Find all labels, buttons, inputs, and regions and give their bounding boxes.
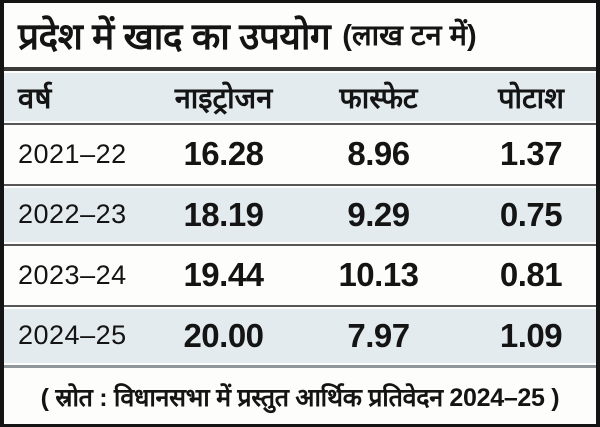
source-footer: ( स्रोत : विधानसभा में प्रस्तुत आर्थिक प… <box>4 370 596 424</box>
phosphate-value: 7.97 <box>347 316 410 354</box>
potash-value: 1.37 <box>499 135 563 173</box>
nitrogen-value: 19.44 <box>183 256 264 294</box>
title-unit-label: (लाख टन में) <box>342 19 477 52</box>
nitrogen-value: 20.00 <box>183 316 264 354</box>
year-cell: 2021–22 <box>18 138 127 169</box>
year-cell: 2022–23 <box>18 199 127 230</box>
potash-value: 0.81 <box>499 256 563 294</box>
table-row-2021-22: 2021–22 16.28 8.96 1.37 <box>4 127 596 182</box>
phosphate-value: 10.13 <box>338 256 419 294</box>
title-bar: प्रदेश में खाद का उपयोग (लाख टन में) <box>4 3 596 65</box>
page-title: प्रदेश में खाद का उपयोग <box>18 15 331 57</box>
column-header-potash: पोटाश <box>498 82 564 115</box>
table-row-2024-25: 2024–25 20.00 7.97 1.09 <box>4 308 596 363</box>
table-row-2023-24: 2023–24 19.44 10.13 0.81 <box>4 248 596 303</box>
title-separator-rule <box>4 67 596 71</box>
nitrogen-value: 16.28 <box>183 135 264 173</box>
nitrogen-value: 18.19 <box>183 195 264 233</box>
potash-value: 0.75 <box>499 195 563 233</box>
column-header-year: वर्ष <box>18 82 52 115</box>
year-cell: 2023–24 <box>18 259 127 290</box>
footer-separator-rule <box>4 365 596 368</box>
column-header-nitrogen: नाइट्रोजन <box>174 82 273 115</box>
row-separator-rule <box>4 304 596 307</box>
row-separator-rule <box>4 123 596 125</box>
column-header-phosphate: फास्फेट <box>339 82 418 115</box>
table-row-2022-23: 2022–23 18.19 9.29 0.75 <box>4 187 596 242</box>
row-separator-rule <box>4 244 596 246</box>
row-separator-rule <box>4 183 596 186</box>
phosphate-value: 8.96 <box>347 135 410 173</box>
year-cell: 2024–25 <box>18 320 127 351</box>
table-header-row: वर्ष नाइट्रोजन फास्फेट पोटाश <box>4 73 596 121</box>
phosphate-value: 9.29 <box>347 195 410 233</box>
source-text: ( स्रोत : विधानसभा में प्रस्तुत आर्थिक प… <box>40 384 560 412</box>
potash-value: 1.09 <box>499 316 563 354</box>
